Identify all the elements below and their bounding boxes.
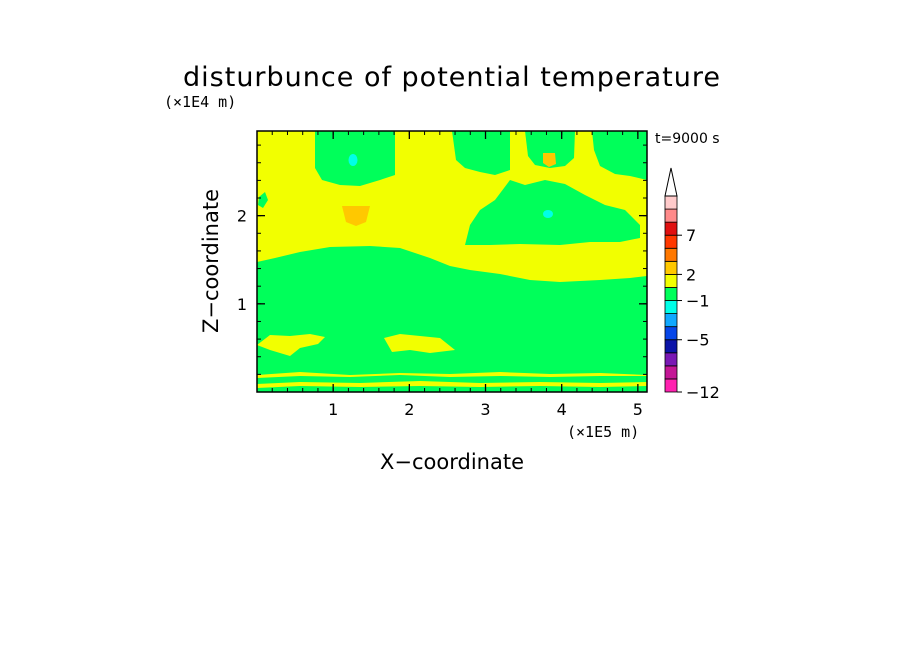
plot-area [256,130,648,393]
colorbar-segment [664,352,678,367]
contour-orange-top [543,153,556,167]
contour-orange-left [342,206,370,226]
x-tick-label: 2 [404,400,414,419]
colorbar-tick-label: 7 [686,226,696,245]
contour-green-top-mid [452,131,510,175]
contour-yellow-pocket-left [257,334,325,356]
colorbar-segment [664,326,678,341]
colorbar-segment [664,339,678,354]
contour-green-main [257,246,647,375]
colorbar-segment [664,208,678,223]
colorbar-segment [664,273,678,288]
x-tick-label: 3 [480,400,490,419]
plot-frame [256,130,648,393]
colorbar-segment [664,221,678,236]
contour-green-top-r1 [525,131,575,168]
y-tick-label: 1 [237,295,247,314]
y-axis-label: Z−coordinate [199,189,223,333]
colorbar-segment [664,378,678,393]
minor-ticks [257,131,647,392]
colorbar-tick-label: 2 [686,265,696,284]
contour-green-left-fleck [258,192,268,208]
colorbar-segment [664,313,678,328]
colorbar-segment [664,195,678,210]
colorbar-tick-label: −5 [686,331,710,350]
contour-green-top-r2 [592,131,647,180]
colorbar-segment [664,287,678,301]
colorbar-tick-label: −1 [686,292,710,311]
colorbar-segment [664,234,678,249]
time-label: t=9000 s [655,131,720,147]
colorbar [664,167,678,393]
contour-cyan-top [348,154,358,166]
x-tick-label: 5 [633,400,643,419]
colorbar-extend-triangle [664,167,678,197]
x-tick-label: 1 [328,400,338,419]
contour-cyan-right [543,210,553,218]
y-unit-label: (×1E4 m) [164,93,236,111]
y-tick-label: 2 [237,207,247,226]
colorbar-labels: −12−5−127 [677,226,720,402]
colorbar-segment [664,365,678,380]
colorbar-segment [664,260,678,275]
x-unit-label: (×1E5 m) [567,423,639,441]
contour-yellow-bottom-strip [257,381,647,388]
colorbar-tick-label: −12 [686,383,720,402]
chart-title: disturbunce of potential temperature [183,62,721,93]
x-axis-label: X−coordinate [380,450,524,474]
colorbar-segment [664,300,678,314]
x-tick-label: 4 [557,400,567,419]
contour-yellow-pocket-mid [384,334,455,353]
colorbar-segment [664,247,678,262]
